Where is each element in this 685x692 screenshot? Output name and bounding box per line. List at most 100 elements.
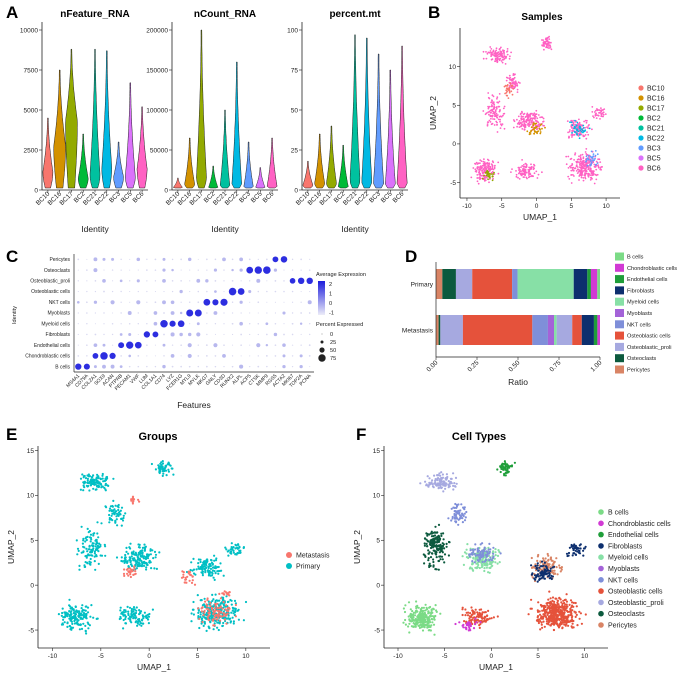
violin-BC21 xyxy=(89,48,101,189)
cell-point xyxy=(544,126,546,129)
dotplot-dot xyxy=(196,278,201,283)
dotplot-dot xyxy=(137,323,139,325)
cell-point xyxy=(155,567,158,571)
cell-point xyxy=(542,564,545,567)
cell-point xyxy=(496,57,498,60)
cell-point xyxy=(542,117,545,120)
cell-point xyxy=(101,472,104,476)
cell-point xyxy=(97,484,100,487)
cell-point xyxy=(516,88,519,91)
cell-point xyxy=(430,552,434,555)
legend-swatch xyxy=(615,331,624,340)
dotplot-dot xyxy=(100,352,108,360)
cell-point xyxy=(147,618,150,621)
cell-point xyxy=(142,564,146,568)
cell-point xyxy=(572,626,575,629)
dotplot-dot xyxy=(266,301,268,303)
cell-point xyxy=(431,621,434,624)
cell-point xyxy=(118,617,121,621)
dotplot-dot xyxy=(120,269,122,271)
cell-point xyxy=(492,552,495,555)
cell-point xyxy=(198,626,201,630)
cell-point xyxy=(92,481,95,484)
cell-point xyxy=(563,601,566,605)
cell-point xyxy=(429,564,432,568)
cell-point xyxy=(495,112,498,115)
cell-point xyxy=(569,599,573,602)
bar-segment-myeloid-cells xyxy=(554,315,557,345)
cell-point xyxy=(425,606,428,609)
cell-point xyxy=(490,617,493,620)
cell-point xyxy=(602,111,605,114)
cell-point xyxy=(586,157,589,160)
cell-point xyxy=(524,171,527,174)
cell-point xyxy=(435,556,438,559)
dotplot-dot xyxy=(282,364,286,369)
violin-BC6 xyxy=(396,45,408,189)
cell-point xyxy=(242,619,245,622)
cell-point xyxy=(549,556,553,559)
cell-point xyxy=(412,611,416,614)
cell-point xyxy=(481,542,484,545)
cell-point xyxy=(580,158,583,161)
cell-point xyxy=(535,113,538,116)
dotplot-dot xyxy=(86,269,88,271)
cell-point xyxy=(492,108,495,111)
cell-point xyxy=(545,565,548,568)
cell-point xyxy=(504,471,508,475)
bar-segment-osteoblastic-cells xyxy=(472,269,513,299)
cell-point xyxy=(474,168,477,171)
cell-point xyxy=(549,46,552,48)
cell-point xyxy=(444,487,447,490)
dotplot-dot xyxy=(206,355,208,357)
cell-point xyxy=(138,623,141,626)
cell-point xyxy=(585,148,588,150)
cell-point xyxy=(159,468,162,471)
cell-point xyxy=(517,172,520,175)
legend-swatch xyxy=(615,320,624,329)
legend-swatch xyxy=(615,365,624,374)
cell-point xyxy=(582,131,584,134)
cell-point xyxy=(476,163,479,165)
dotplot-dot xyxy=(300,344,302,346)
cell-point xyxy=(523,176,525,179)
dotplot-dot xyxy=(180,365,182,368)
legend-label: BC5 xyxy=(647,156,661,163)
dotplot-dot xyxy=(93,365,97,369)
dotplot-dot xyxy=(300,291,302,293)
cell-point xyxy=(571,554,574,557)
cell-point xyxy=(104,554,107,557)
cell-point xyxy=(586,131,588,134)
dotplot-dot xyxy=(280,256,288,263)
cell-point xyxy=(578,617,581,620)
cell-point xyxy=(534,564,537,568)
dotplot-dot xyxy=(248,258,251,261)
cell-point xyxy=(79,623,82,626)
cell-point xyxy=(435,531,439,534)
cell-point xyxy=(78,610,81,613)
cell-point xyxy=(588,127,591,130)
cell-point xyxy=(437,559,441,563)
cell-point xyxy=(485,57,488,60)
cell-point xyxy=(500,46,502,49)
cell-point xyxy=(442,538,445,541)
cell-point xyxy=(447,486,450,489)
dotplot-dot xyxy=(111,344,114,346)
cell-point xyxy=(526,114,529,117)
dotplot-dot xyxy=(257,312,259,314)
x-tick-label: 0 xyxy=(535,203,539,210)
cell-point xyxy=(503,57,506,60)
cell-point xyxy=(92,534,95,537)
cell-point xyxy=(217,628,220,632)
bar-category-label: Metastasis xyxy=(402,328,434,335)
cell-point xyxy=(486,176,488,179)
cell-point xyxy=(404,623,407,626)
cell-point xyxy=(127,574,130,577)
cell-point xyxy=(501,462,504,465)
cell-point xyxy=(232,620,235,623)
cell-point xyxy=(545,569,548,573)
dotplot-dot xyxy=(119,333,123,336)
cell-point xyxy=(527,168,530,171)
cell-point xyxy=(548,38,551,40)
bar-segment-endothelial-cells xyxy=(593,315,598,345)
